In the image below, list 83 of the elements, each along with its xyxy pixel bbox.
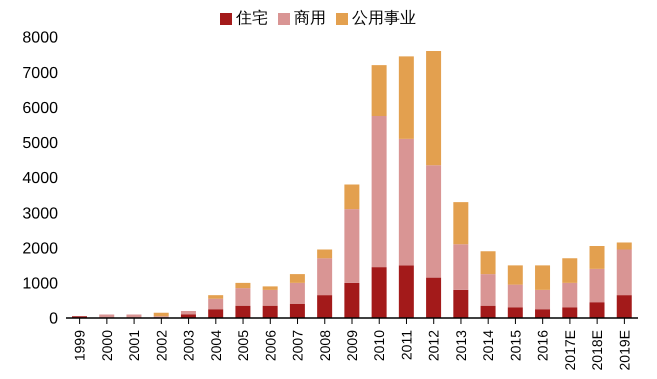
x-tick-label: 2019E	[616, 330, 632, 370]
bar	[398, 265, 414, 318]
y-tick-label: 2000	[22, 240, 58, 258]
bar	[426, 278, 442, 318]
x-tick-label: 2014	[480, 330, 496, 362]
x-tick-label: 2006	[262, 330, 278, 362]
bar	[372, 267, 387, 318]
y-tick-label: 6000	[22, 100, 58, 117]
bar	[317, 258, 332, 296]
legend-label: 商用	[294, 10, 326, 27]
y-tick-label: 0	[49, 310, 58, 328]
bar	[154, 312, 169, 316]
bar	[262, 306, 278, 318]
bar	[562, 307, 578, 318]
bar	[344, 184, 360, 210]
x-tick-label: 1999	[72, 330, 88, 362]
x-tick-label: 2008	[316, 330, 333, 362]
bar	[344, 209, 360, 283]
bar	[453, 244, 468, 290]
x-tick-label: 2015	[507, 330, 524, 362]
x-tick-label: 2007	[290, 330, 306, 362]
x-tick-label: 2009	[344, 330, 360, 362]
x-tick-label: 2003	[180, 330, 197, 362]
bar	[562, 282, 578, 308]
bar	[453, 202, 468, 244]
y-tick-label: 5000	[22, 135, 58, 152]
x-tick-label: 2001	[126, 330, 142, 362]
bar	[562, 258, 578, 283]
x-tick-label: 2012	[426, 330, 442, 362]
bar	[290, 274, 305, 283]
x-tick-label: 2013	[452, 330, 469, 362]
x-tick-label: 2002	[153, 330, 170, 362]
bar	[480, 274, 496, 306]
bar	[508, 307, 523, 318]
bar	[208, 309, 224, 318]
bar	[235, 288, 250, 306]
bar	[426, 51, 442, 166]
bar	[590, 302, 605, 318]
bar	[262, 286, 278, 290]
bar	[398, 56, 414, 139]
bar	[208, 298, 224, 310]
y-tick-label: 3000	[22, 205, 58, 222]
bar	[208, 295, 224, 299]
bar	[235, 282, 250, 288]
bar	[480, 306, 496, 318]
y-tick-label: 4000	[22, 170, 58, 188]
legend-label: 公用事业	[352, 10, 416, 27]
bar	[535, 265, 550, 290]
bar	[590, 268, 605, 302]
bar	[317, 295, 332, 318]
x-tick-label: 2004	[208, 330, 224, 362]
legend-label: 住宅	[236, 10, 268, 27]
y-tick-label: 1000	[22, 276, 58, 293]
bar	[344, 282, 360, 318]
x-tick-label: 2000	[98, 330, 115, 362]
bar	[508, 284, 523, 308]
bar	[372, 65, 387, 116]
bar	[235, 306, 250, 318]
bar	[290, 282, 305, 304]
y-tick-label: 8000	[22, 30, 58, 47]
bar	[535, 290, 550, 310]
x-tick-label: 2017E	[562, 330, 578, 370]
bar	[480, 251, 496, 274]
y-tick-label: 7000	[22, 64, 58, 82]
x-tick-label: 2018E	[589, 330, 606, 370]
bar	[616, 242, 632, 250]
x-tick-label: 2011	[398, 330, 414, 360]
bar	[317, 250, 332, 258]
bar	[453, 290, 468, 318]
bar	[616, 250, 632, 296]
bar	[508, 265, 523, 285]
bar	[262, 290, 278, 306]
x-tick-label: 2010	[371, 330, 388, 362]
bar	[180, 310, 196, 314]
bar	[372, 116, 387, 268]
x-tick-label: 2016	[534, 330, 551, 362]
bar	[535, 309, 550, 318]
bar	[398, 138, 414, 266]
bar	[616, 295, 632, 318]
x-tick-label: 2005	[235, 330, 252, 362]
bar	[426, 165, 442, 278]
bar	[590, 246, 605, 269]
bar	[290, 304, 305, 318]
